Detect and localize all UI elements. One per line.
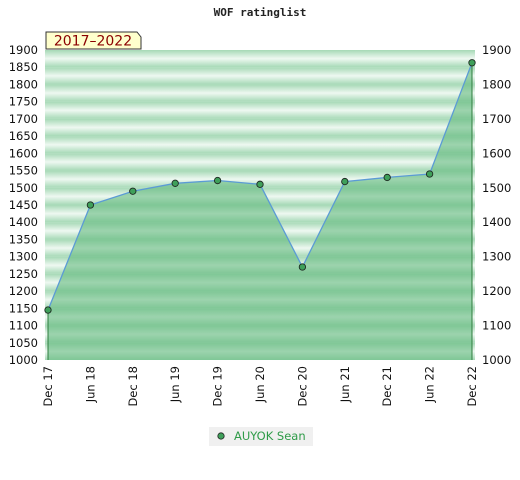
data-point [171,179,179,187]
right-tick-label: 1800 [482,77,511,91]
x-tick-label: Dec 20 [295,366,309,407]
data-point [468,59,476,67]
period-badge: 2017–2022 [45,31,142,50]
left-tick-label: 1000 [9,353,38,367]
data-point [86,201,95,209]
right-tick-label: 1400 [482,215,511,229]
data-point [298,263,307,271]
background-band [45,50,475,68]
background-band [45,153,475,171]
left-tick-label: 1200 [9,284,38,298]
right-tick-label: 1700 [482,112,511,126]
area-fill [48,62,472,360]
data-point [256,180,264,188]
left-tick-label: 1250 [9,267,38,281]
data-point [44,306,52,314]
left-tick-label: 1650 [9,129,38,143]
x-tick-label: Jun 22 [423,366,437,403]
data-point [425,170,434,178]
background-band [45,84,475,102]
x-tick-label: Jun 18 [83,366,97,403]
x-tick-label: Jun 21 [338,366,352,403]
left-tick-label: 1600 [9,146,38,160]
legend-label: AUYOK Sean [234,429,306,443]
background-band [45,101,475,119]
left-tick-label: 1500 [9,181,38,195]
left-tick-label: 1700 [9,112,38,126]
left-tick-label: 1850 [9,60,38,74]
x-axis: Dec 17 Jun 18 Dec 18 Jun 19 Dec 19 Jun 20 Dec … [41,366,479,407]
left-tick-label: 1150 [9,301,38,315]
left-tick-label: 1100 [9,319,38,333]
left-tick-label: 1550 [9,164,38,178]
left-tick-label: 1350 [9,232,38,246]
series-area [48,62,472,360]
data-point [213,176,222,185]
x-tick-label: Dec 17 [41,366,55,407]
data-point [383,173,391,182]
left-tick-label: 1450 [9,198,38,212]
right-tick-label: 1600 [482,146,511,160]
right-tick-label: 1200 [482,284,511,298]
right-tick-label: 1100 [482,319,511,333]
data-point [341,177,349,186]
x-tick-label: Dec 19 [211,366,225,407]
right-y-axis: 1000 1100 1200 1300 1400 1500 1600 1700 1800 1900 [482,43,511,367]
period-badge-box [45,31,142,50]
x-tick-label: Dec 22 [465,366,479,407]
left-tick-label: 1800 [9,77,38,91]
legend-box [209,427,313,446]
left-tick-label: 1300 [9,250,38,264]
right-tick-label: 1500 [482,181,511,195]
left-tick-label: 1400 [9,215,38,229]
left-tick-label: 1900 [9,43,38,57]
background-band [45,118,475,137]
x-tick-label: Jun 20 [253,366,267,403]
chart-title: WOF ratinglist [214,6,307,19]
x-tick-label: Dec 18 [126,366,140,407]
series-points [44,59,476,314]
legend-marker [217,432,225,440]
left-y-axis: 1000 1050 1100 1150 1200 1250 1300 1350 1400 1450… [9,43,38,367]
x-tick-label: Jun 19 [168,366,182,403]
period-badge-text: 2017–2022 [54,34,132,50]
background-band [45,67,475,85]
right-tick-label: 1300 [482,250,511,264]
legend: AUYOK Sean [209,427,313,446]
left-tick-label: 1750 [9,95,38,109]
right-tick-label: 1900 [482,43,511,57]
left-tick-label: 1050 [9,336,38,350]
right-tick-label: 1000 [482,353,511,367]
x-tick-label: Dec 21 [380,366,394,407]
data-point [129,187,137,195]
background-band [45,136,475,154]
